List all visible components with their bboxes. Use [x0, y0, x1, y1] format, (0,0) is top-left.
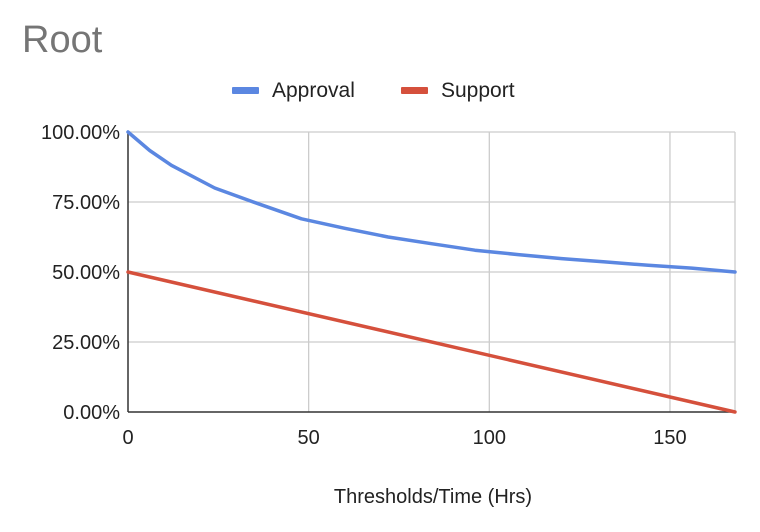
x-tick-label: 100: [473, 427, 506, 449]
x-axis-tick-labels: 0 50 100 150: [122, 427, 686, 449]
legend: Approval Support: [232, 79, 515, 102]
x-tick-label: 150: [653, 427, 686, 449]
legend-swatch-approval: [232, 87, 259, 94]
series-line-approval: [126, 130, 737, 274]
grid-lines: [128, 131, 736, 412]
y-tick-label: 0.00%: [63, 402, 120, 424]
y-tick-label: 25.00%: [52, 332, 120, 354]
series-layer: [126, 130, 737, 414]
legend-label-support: Support: [441, 79, 515, 102]
legend-label-approval: Approval: [272, 79, 355, 102]
x-tick-label: 50: [298, 427, 320, 449]
y-axis-tick-labels: 0.00% 25.00% 50.00% 75.00% 100.00%: [41, 122, 120, 424]
y-tick-label: 75.00%: [52, 192, 120, 214]
y-tick-label: 100.00%: [41, 122, 120, 144]
y-tick-label: 50.00%: [52, 262, 120, 284]
x-tick-label: 0: [122, 427, 133, 449]
chart-title: Root: [22, 19, 103, 61]
series-line-support: [126, 270, 737, 414]
legend-swatch-support: [401, 87, 428, 94]
x-axis-title: Thresholds/Time (Hrs): [334, 486, 532, 508]
